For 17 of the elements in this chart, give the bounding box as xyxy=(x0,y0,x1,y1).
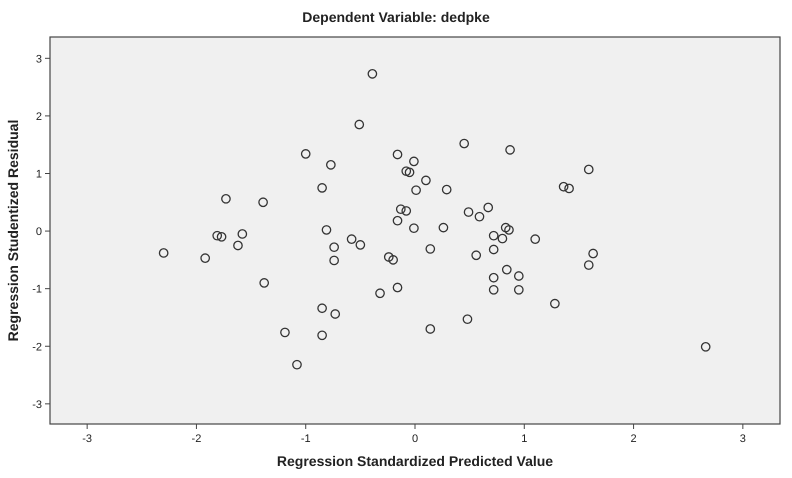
y-tick-label: 0 xyxy=(36,226,42,238)
y-tick-label: 2 xyxy=(36,110,42,123)
x-tick-label: 1 xyxy=(521,433,528,445)
y-tick-label: -2 xyxy=(32,341,42,354)
y-tick-label: 3 xyxy=(36,53,42,66)
y-tick-label: -1 xyxy=(32,284,42,296)
x-tick-label: -2 xyxy=(192,433,202,445)
x-tick-label: -3 xyxy=(82,433,92,445)
x-tick-label: 0 xyxy=(412,433,418,445)
y-tick-label: -3 xyxy=(32,398,42,411)
x-tick-label: 2 xyxy=(630,433,637,445)
y-axis-title: Regression Studentized Residual xyxy=(5,120,21,342)
x-tick-label: 3 xyxy=(740,433,746,445)
y-tick-label: 1 xyxy=(36,168,42,180)
x-tick-label: -1 xyxy=(300,433,311,445)
chart-title: Dependent Variable: dedpke xyxy=(302,9,490,25)
x-axis-title: Regression Standardized Predicted Value xyxy=(276,453,554,469)
